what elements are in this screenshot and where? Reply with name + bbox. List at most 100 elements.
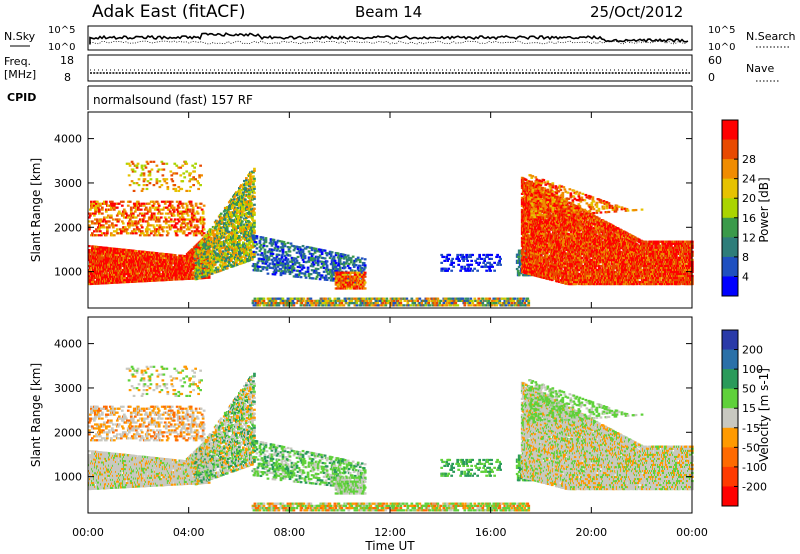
power-cell: [116, 207, 119, 209]
power-cell: [99, 205, 102, 207]
power-cell: [153, 214, 156, 216]
power-cell: [153, 212, 156, 214]
power-cell: [135, 232, 138, 234]
power-cell: [134, 230, 137, 232]
power-cells: [88, 161, 694, 307]
power-cell: [158, 205, 161, 207]
power-cell: [124, 226, 127, 228]
power-cell: [123, 275, 126, 277]
power-cell: [131, 220, 134, 222]
power-cell: [161, 234, 164, 236]
power-cell: [146, 230, 149, 232]
power-cell: [102, 220, 105, 222]
power-cell: [130, 207, 133, 209]
power-cell: [128, 226, 131, 228]
power-cell: [126, 277, 129, 279]
power-cell: [127, 232, 130, 234]
station-title: Adak East (fitACF): [92, 2, 246, 22]
power-cell: [123, 209, 126, 211]
power-cell: [118, 211, 121, 213]
power-cell: [158, 232, 161, 234]
power-cell: [95, 228, 98, 230]
date-title: 25/Oct/2012: [590, 3, 683, 21]
power-cell: [96, 201, 99, 203]
power-cell: [132, 224, 135, 226]
power-cell: [143, 216, 146, 218]
power-cell: [167, 212, 170, 214]
power-cell: [166, 207, 169, 209]
power-cell: [141, 276, 144, 278]
power-cell: [152, 205, 155, 207]
power-cell: [161, 269, 164, 271]
power-cell: [97, 207, 100, 209]
power-cell: [130, 209, 133, 211]
power-cell: [168, 224, 171, 226]
power-cell: [98, 209, 101, 211]
power-cell: [94, 212, 97, 214]
power-cell: [157, 216, 160, 218]
power-cell: [167, 232, 170, 234]
power-cell: [170, 256, 173, 258]
power-cell: [166, 230, 169, 232]
power-cell: [129, 222, 132, 224]
power-cell: [156, 201, 159, 203]
power-cell: [146, 209, 149, 211]
power-cell: [162, 230, 165, 232]
power-cell: [95, 203, 98, 205]
beam-title: Beam 14: [355, 3, 422, 21]
freq-tick-bottom: 8: [64, 71, 71, 84]
power-cell: [148, 203, 151, 205]
power-cell: [141, 226, 144, 228]
power-cell: [145, 207, 148, 209]
power-cell: [143, 203, 146, 205]
power-cell: [168, 209, 171, 211]
power-cell: [103, 216, 106, 218]
power-cell: [108, 226, 111, 228]
power-cell: [113, 234, 116, 236]
power-cell: [156, 224, 159, 226]
power-cell: [96, 230, 99, 232]
power-cell: [139, 220, 142, 222]
power-cell: [95, 211, 98, 213]
power-cell: [132, 212, 135, 214]
power-cell: [156, 252, 159, 254]
power-cell: [165, 222, 168, 224]
power-cell: [169, 228, 172, 230]
power-cell: [110, 216, 113, 218]
nsearch-tick-bottom: 10^0: [708, 42, 735, 53]
freq-panel: Freq. [MHz] 18 8 60 0 Nave: [4, 54, 780, 84]
power-cell: [105, 203, 108, 205]
power-cell: [128, 214, 131, 216]
power-cell: [150, 218, 153, 220]
power-cell: [116, 228, 119, 230]
power-cell: [91, 220, 94, 222]
power-cell: [153, 203, 156, 205]
power-cell: [108, 220, 111, 222]
power-cell: [113, 205, 116, 207]
nsky-trace: [90, 33, 688, 45]
nave-tick-bottom: 0: [708, 71, 715, 84]
power-cell: [122, 214, 125, 216]
power-cell: [146, 220, 149, 222]
power-cell: [174, 254, 177, 256]
nsearch-tick-top: 10^5: [708, 25, 735, 36]
power-cell: [96, 218, 99, 220]
power-cell: [149, 211, 152, 213]
power-cell: [135, 216, 138, 218]
power-cell: [115, 224, 118, 226]
freq-frame: [88, 55, 692, 81]
nsky-panel: N.Sky 10^5 10^0 10^5 10^0 N.Search: [4, 25, 796, 53]
power-cell: [153, 234, 156, 236]
power-cell: [170, 220, 173, 222]
power-cell: [121, 220, 124, 222]
power-cell: [165, 218, 168, 220]
power-cell: [141, 212, 144, 214]
power-cell: [157, 230, 160, 232]
power-cell: [138, 228, 141, 230]
power-cell: [170, 264, 173, 266]
power-cell: [89, 214, 92, 216]
power-cell: [208, 277, 211, 279]
power-cell: [151, 216, 154, 218]
nsearch-line: [90, 41, 687, 45]
power-cell: [99, 230, 102, 232]
